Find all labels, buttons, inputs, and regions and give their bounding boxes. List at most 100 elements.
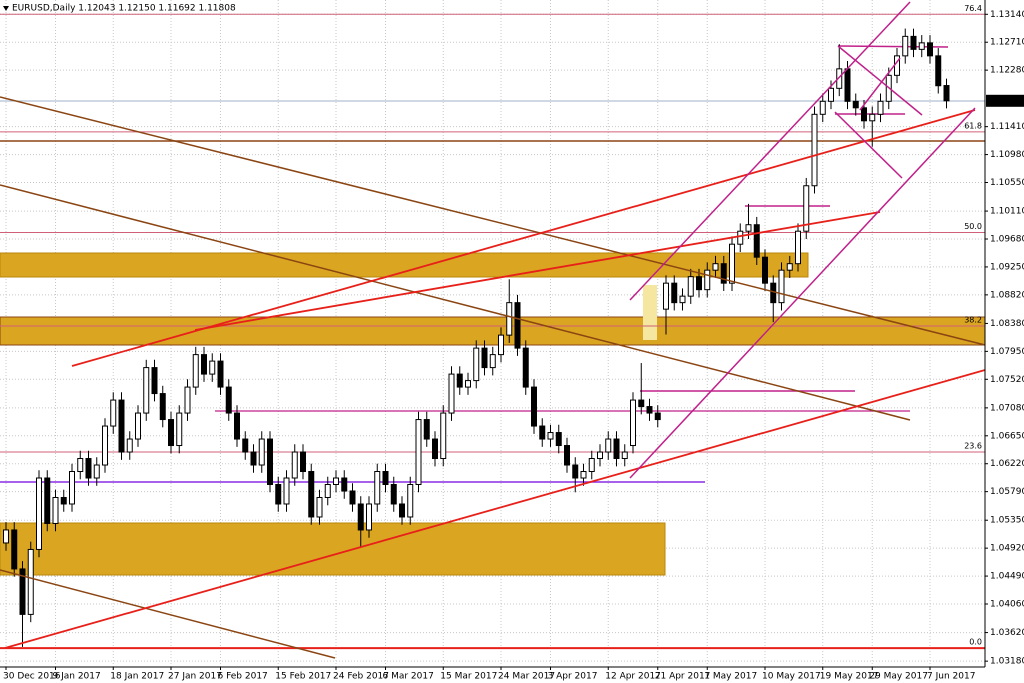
candle-body xyxy=(671,282,678,304)
candle-body xyxy=(753,224,760,258)
channel-line xyxy=(629,1,911,301)
candle-body xyxy=(85,458,92,479)
candle-body xyxy=(448,373,455,414)
candle-body xyxy=(234,412,240,440)
candle-body xyxy=(423,419,430,440)
candles xyxy=(3,28,950,647)
candle-body xyxy=(440,412,447,460)
y-tick-label: 1.07950 xyxy=(990,347,1024,357)
candle-body xyxy=(588,458,595,473)
y-tick-label: 1.06650 xyxy=(990,431,1024,441)
y-tick-label: 1.12280 xyxy=(990,66,1024,76)
candle-body xyxy=(564,445,570,466)
candle-body xyxy=(407,484,414,518)
candle-body xyxy=(19,568,26,615)
x-tick-label: 29 May 2017 xyxy=(869,672,928,682)
y-tick-label: 1.11410 xyxy=(990,122,1024,132)
candle-body xyxy=(580,471,587,479)
y-tick-label: 1.04060 xyxy=(990,600,1024,610)
trendline xyxy=(0,569,336,659)
candle-body xyxy=(374,471,381,505)
y-tick-label: 1.06220 xyxy=(990,459,1024,469)
candle-body xyxy=(506,302,513,336)
candle-body xyxy=(283,477,290,505)
x-tick-label: 10 May 2017 xyxy=(762,672,821,682)
candle-body xyxy=(737,230,744,245)
trendline xyxy=(71,109,976,367)
candle-body xyxy=(192,354,199,388)
candle-body xyxy=(300,451,306,473)
y-tick-label: 1.07080 xyxy=(990,403,1024,413)
x-tick-label: 6 Mar 2017 xyxy=(383,672,434,682)
candle-body xyxy=(498,334,504,356)
zone xyxy=(0,316,986,346)
x-tick-label: 1 May 2017 xyxy=(704,672,757,682)
candle-body xyxy=(729,243,735,284)
candle-body xyxy=(465,380,471,388)
candle-body xyxy=(811,113,818,187)
candle-body xyxy=(225,386,232,414)
y-tick-label: 1.13140 xyxy=(990,10,1024,20)
candle-body xyxy=(597,451,603,460)
candle-body xyxy=(613,438,620,460)
zone xyxy=(0,252,809,278)
title-icon xyxy=(3,6,9,11)
x-tick-label: 24 Mar 2017 xyxy=(498,672,555,682)
candle-body xyxy=(638,399,645,408)
candle-body xyxy=(349,490,356,505)
candle-body xyxy=(168,419,174,447)
candle-body xyxy=(531,386,537,427)
candle-body xyxy=(927,42,933,57)
y-tick-label: 1.03620 xyxy=(990,628,1024,638)
last-price-box xyxy=(986,94,1024,107)
candle-body xyxy=(52,496,59,524)
candle-body xyxy=(646,406,653,414)
candle-body xyxy=(745,224,752,232)
candle-body xyxy=(159,393,166,421)
x-tick-label: 21 Apr 2017 xyxy=(655,672,711,682)
candle-body xyxy=(696,276,702,291)
y-tick-label: 1.09250 xyxy=(990,262,1024,272)
candle-body xyxy=(943,85,950,102)
candle-body xyxy=(935,55,942,87)
y-tick-label: 1.10110 xyxy=(990,207,1024,217)
candle-body xyxy=(489,354,496,369)
y-tick-label: 1.08380 xyxy=(990,319,1024,329)
y-tick-label: 1.10980 xyxy=(990,150,1024,160)
candle-body xyxy=(547,432,554,440)
candle-body xyxy=(184,386,191,414)
candle-body xyxy=(514,302,521,349)
candle-body xyxy=(844,68,851,102)
candle-body xyxy=(176,412,183,447)
candle-body xyxy=(605,438,612,453)
candle-body xyxy=(36,477,42,550)
y-tick-label: 1.05350 xyxy=(990,516,1024,526)
candle-body xyxy=(118,399,125,453)
candle-body xyxy=(828,87,834,102)
channel-line xyxy=(629,107,976,479)
trendline xyxy=(0,96,986,346)
candle-body xyxy=(60,496,67,505)
y-tick-label: 1.10550 xyxy=(990,178,1024,188)
candle-body xyxy=(861,107,867,122)
x-tick-label: 24 Feb 2017 xyxy=(333,672,389,682)
zone-highlight xyxy=(643,285,657,340)
candle-body xyxy=(151,367,158,395)
candle-body xyxy=(630,399,636,447)
candle-body xyxy=(250,451,257,466)
x-tick-label: 18 Jan 2017 xyxy=(110,672,164,682)
candle-body xyxy=(324,484,331,498)
candle-body xyxy=(382,471,389,486)
y-tick-label: 1.04490 xyxy=(990,572,1024,582)
candle-body xyxy=(654,412,661,421)
fib-levels: 76.4 61.8 50.0 38.2 23.6 0.0 xyxy=(0,4,985,650)
x-tick-label: 3 Apr 2017 xyxy=(548,672,598,682)
candle-body xyxy=(621,451,628,460)
y-tick-label: 1.07520 xyxy=(990,375,1024,385)
candle-body xyxy=(795,230,801,265)
y-tick-label: 1.05790 xyxy=(990,487,1024,497)
candle-body xyxy=(770,282,777,304)
channel-line xyxy=(834,111,903,179)
candle-body xyxy=(11,529,18,570)
